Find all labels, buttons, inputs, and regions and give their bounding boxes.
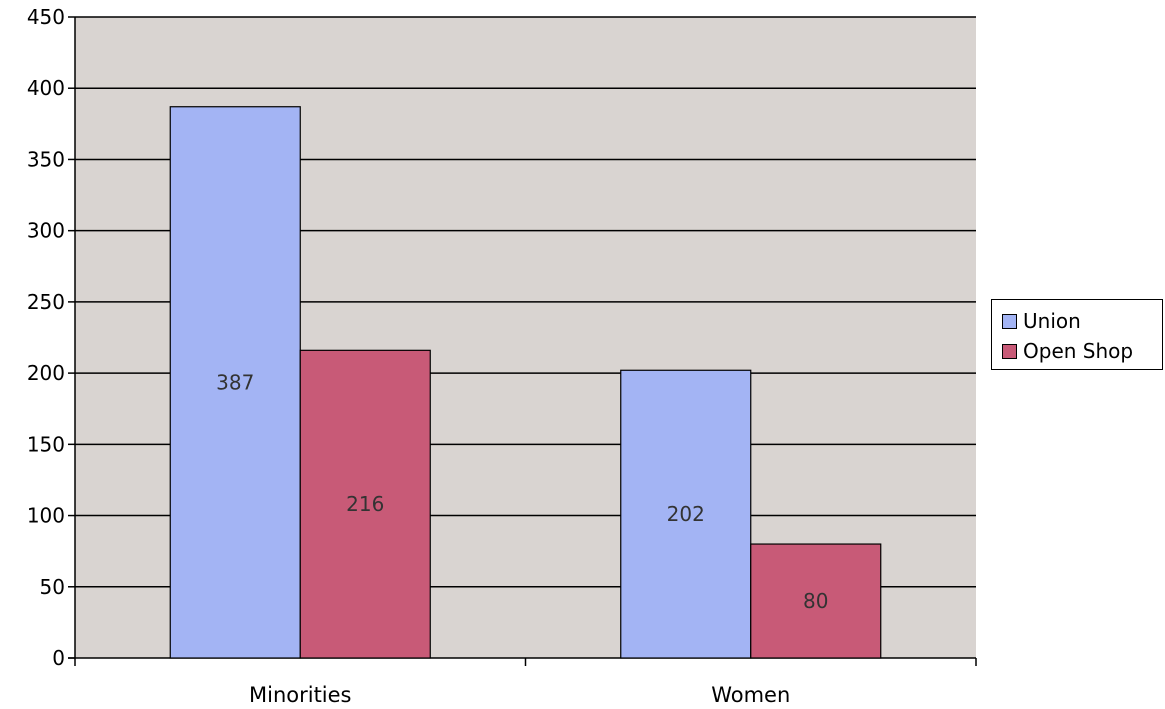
legend: Union Open Shop xyxy=(991,299,1163,370)
y-tick-label: 350 xyxy=(27,147,65,171)
bar-open-shop-minorities xyxy=(299,349,431,659)
bar-union-women xyxy=(620,369,752,659)
y-tick-label: 0 xyxy=(52,646,65,670)
y-tick-label: 250 xyxy=(27,290,65,314)
y-tick-label: 300 xyxy=(27,219,65,243)
bar-open-shop-women xyxy=(750,543,882,659)
data-label: 216 xyxy=(346,492,384,516)
y-tick-label: 450 xyxy=(27,5,65,29)
data-label: 387 xyxy=(216,370,254,394)
y-tick-label: 200 xyxy=(27,361,65,385)
y-tick-label: 50 xyxy=(40,575,65,599)
legend-swatch-open-shop xyxy=(1002,343,1017,359)
x-category-label: Minorities xyxy=(249,683,352,707)
data-label: 80 xyxy=(803,589,828,613)
x-category-label: Women xyxy=(711,683,790,707)
plot-area: 0 50 100 150 200 250 300 350 400 450 387 216 Minorit… xyxy=(27,5,977,707)
legend-label-open-shop: Open Shop xyxy=(1023,339,1134,363)
legend-item-union: Union xyxy=(1002,306,1162,336)
legend-item-open-shop: Open Shop xyxy=(1002,336,1162,366)
legend-swatch-union xyxy=(1002,313,1017,329)
y-tick-label: 150 xyxy=(27,432,65,456)
data-label: 202 xyxy=(667,502,705,526)
y-tick-label: 100 xyxy=(27,504,65,528)
bar-union-minorities xyxy=(169,106,301,659)
y-tick-label: 400 xyxy=(27,76,65,100)
legend-label-union: Union xyxy=(1023,309,1081,333)
